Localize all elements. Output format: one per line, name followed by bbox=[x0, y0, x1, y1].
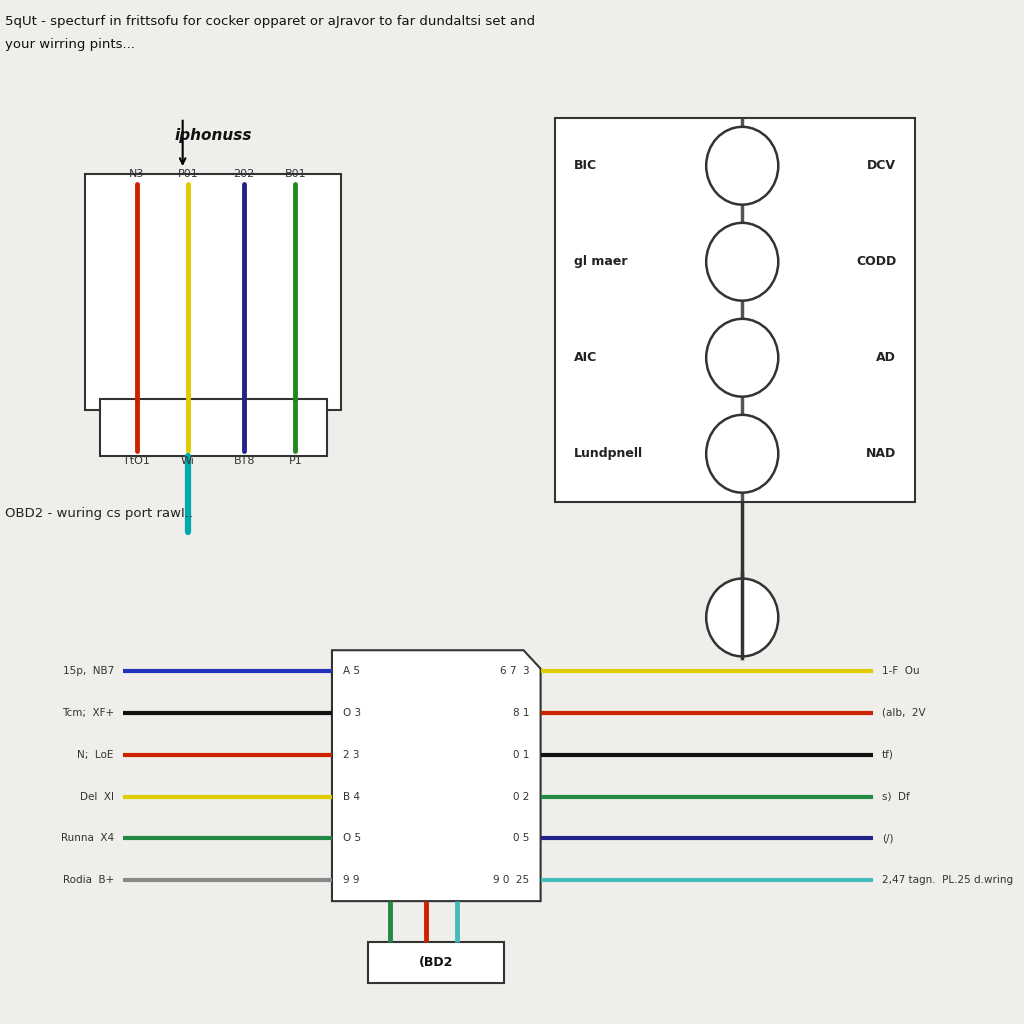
Text: (BD2: (BD2 bbox=[419, 956, 454, 969]
Text: 2 3: 2 3 bbox=[343, 750, 359, 760]
Text: 0 5: 0 5 bbox=[513, 834, 529, 844]
Text: 6 7  3: 6 7 3 bbox=[500, 667, 529, 676]
Text: Lundpnell: Lundpnell bbox=[573, 447, 643, 460]
Text: 202: 202 bbox=[233, 169, 255, 179]
Text: iphonuss: iphonuss bbox=[175, 128, 252, 143]
Circle shape bbox=[707, 415, 778, 493]
Circle shape bbox=[707, 127, 778, 205]
Text: (alb,  2V: (alb, 2V bbox=[882, 708, 926, 718]
Text: gl maer: gl maer bbox=[573, 255, 628, 268]
Text: 0 2: 0 2 bbox=[513, 792, 529, 802]
Circle shape bbox=[707, 223, 778, 301]
FancyBboxPatch shape bbox=[85, 174, 341, 410]
Text: your wirring pints...: your wirring pints... bbox=[5, 38, 134, 51]
Text: 9 9: 9 9 bbox=[343, 876, 359, 885]
Text: 5qUt - specturf in frittsofu for cocker opparet or aJravor to far dundaltsi set : 5qUt - specturf in frittsofu for cocker … bbox=[5, 15, 535, 29]
Text: 9 0  25: 9 0 25 bbox=[494, 876, 529, 885]
Text: AD: AD bbox=[877, 351, 896, 365]
Text: tf): tf) bbox=[882, 750, 894, 760]
Text: O 5: O 5 bbox=[343, 834, 361, 844]
Text: AIC: AIC bbox=[573, 351, 597, 365]
FancyBboxPatch shape bbox=[99, 399, 328, 456]
Text: OBD2 - wuring cs port rawI..: OBD2 - wuring cs port rawI.. bbox=[5, 507, 193, 520]
FancyBboxPatch shape bbox=[555, 118, 915, 502]
Text: CODD: CODD bbox=[856, 255, 896, 268]
Text: s)  Df: s) Df bbox=[882, 792, 909, 802]
Polygon shape bbox=[332, 650, 541, 901]
Text: O 3: O 3 bbox=[343, 708, 361, 718]
Text: (/): (/) bbox=[882, 834, 894, 844]
Text: BIC: BIC bbox=[573, 160, 597, 172]
Circle shape bbox=[707, 318, 778, 396]
Text: Rodia  B+: Rodia B+ bbox=[62, 876, 114, 885]
Text: P01: P01 bbox=[177, 169, 199, 179]
Text: A 5: A 5 bbox=[343, 667, 360, 676]
Text: Tcm;  XF+: Tcm; XF+ bbox=[61, 708, 114, 718]
Text: NAD: NAD bbox=[866, 447, 896, 460]
Text: Runna  X4: Runna X4 bbox=[60, 834, 114, 844]
Circle shape bbox=[707, 579, 778, 656]
Text: BT8: BT8 bbox=[233, 456, 255, 466]
Text: 15p,  NB7: 15p, NB7 bbox=[62, 667, 114, 676]
Text: 2,47 tagn.  PL.25 d.wring: 2,47 tagn. PL.25 d.wring bbox=[882, 876, 1013, 885]
Text: 1-F  Ou: 1-F Ou bbox=[882, 667, 920, 676]
Text: N;  LoE: N; LoE bbox=[78, 750, 114, 760]
Text: DCV: DCV bbox=[867, 160, 896, 172]
Text: Del  XI: Del XI bbox=[80, 792, 114, 802]
Text: P1: P1 bbox=[289, 456, 302, 466]
Text: TtO1: TtO1 bbox=[123, 456, 150, 466]
Text: 8 1: 8 1 bbox=[513, 708, 529, 718]
Text: Wi: Wi bbox=[181, 456, 195, 466]
Text: B 4: B 4 bbox=[343, 792, 360, 802]
FancyBboxPatch shape bbox=[369, 942, 504, 983]
Text: 0 1: 0 1 bbox=[513, 750, 529, 760]
Text: N3: N3 bbox=[129, 169, 144, 179]
Text: B01: B01 bbox=[285, 169, 306, 179]
